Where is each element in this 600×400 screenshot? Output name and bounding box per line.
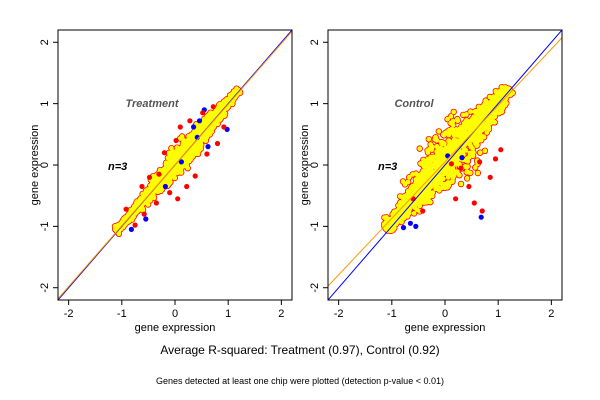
treatment-outlier-point: [173, 137, 179, 144]
treatment-cloud-point: [236, 88, 242, 93]
treatment-cloud-point: [204, 114, 210, 120]
treatment-outlier-point: [196, 118, 203, 124]
treatment-cloud-point: [141, 193, 147, 199]
treatment-cloud-point: [167, 175, 172, 181]
control-cloud-point: [464, 176, 470, 181]
treatment-y-axis-label: gene expression: [29, 125, 41, 206]
treatment-outlier-point: [141, 211, 147, 217]
treatment-cloud-point: [212, 109, 218, 115]
treatment-cloud-point: [181, 137, 186, 143]
treatment-cloud-point: [198, 129, 204, 134]
treatment-scatter-panel: -2 -1 0 1 2 -2 -1 0 1 2 Treatment n=3 gene expre…: [29, 29, 293, 334]
treatment-cloud-point: [168, 179, 173, 185]
control-cloud-point: [492, 119, 498, 125]
treatment-cloud-point: [174, 145, 180, 151]
treatment-cloud-point: [144, 200, 150, 205]
y-tick-label: 2: [39, 39, 51, 45]
treatment-cloud-point: [190, 154, 196, 160]
treatment-outlier-point: [139, 183, 145, 190]
treatment-outlier-point: [161, 150, 167, 156]
treatment-outlier-point: [132, 222, 138, 228]
treatment-cloud-point: [178, 148, 184, 154]
treatment-cloud-point: [169, 159, 174, 164]
treatment-outlier-point: [177, 124, 183, 130]
treatment-cloud-point: [203, 138, 209, 144]
treatment-cloud-point: [152, 177, 158, 183]
x-tick-label: 2: [278, 308, 284, 320]
x-tick-label: -2: [64, 308, 74, 320]
control-cloud-point: [467, 170, 473, 176]
treatment-cloud-point: [178, 170, 184, 175]
treatment-cloud-point: [131, 204, 137, 209]
treatment-outlier-point: [184, 183, 190, 190]
treatment-cloud-point: [217, 117, 223, 122]
treatment-outlier-point: [210, 104, 216, 110]
treatment-cloud-point: [170, 170, 176, 176]
treatment-cloud-point: [186, 133, 192, 139]
treatment-cloud-point: [179, 165, 184, 171]
treatment-cloud-point: [168, 150, 174, 156]
treatment-cloud-point: [156, 188, 162, 194]
treatment-outlier-point: [153, 200, 159, 206]
treatment-fit-line: [58, 31, 292, 299]
y-tick-label: -2: [39, 283, 51, 293]
treatment-cloud-point: [135, 204, 141, 209]
treatment-cloud-point: [173, 149, 179, 154]
treatment-outlier-point: [204, 151, 210, 157]
treatment-outlier-point: [187, 118, 193, 124]
treatment-x-axis: -2 -1 0 1 2: [64, 300, 284, 320]
y-tick-label: -1: [39, 221, 51, 231]
treatment-outlier-point: [143, 216, 149, 222]
x-tick-label: 0: [172, 308, 178, 320]
treatment-cloud-point: [195, 123, 201, 129]
treatment-cloud-point: [173, 156, 179, 162]
treatment-outlier-point: [162, 183, 168, 190]
treatment-outlier-point: [128, 226, 134, 232]
treatment-outlier-point: [123, 206, 129, 212]
y-tick-label: 0: [39, 162, 51, 168]
treatment-reference-lines: [58, 30, 292, 300]
control-cloud-point: [436, 129, 442, 134]
control-cloud-point: [417, 146, 423, 152]
treatment-cloud-point: [193, 145, 199, 151]
treatment-outlier-point: [221, 124, 227, 130]
x-tick-label: 1: [225, 308, 231, 320]
treatment-cloud-point: [169, 145, 174, 151]
treatment-outlier-point: [175, 196, 181, 202]
treatment-outlier-point: [146, 174, 153, 180]
treatment-outlier-points: [123, 104, 230, 232]
treatment-sample-count: n=3: [108, 161, 127, 173]
treatment-cloud-point: [144, 190, 150, 196]
treatment-cloud-point: [200, 135, 205, 141]
control-cloud-point: [445, 116, 450, 122]
control-cloud-point: [475, 170, 481, 176]
control-cloud-point: [452, 137, 458, 143]
treatment-outlier-point: [192, 173, 198, 179]
treatment-outlier-point: [156, 171, 162, 177]
control-cloud-point: [460, 112, 466, 118]
treatment-outlier-point: [178, 159, 184, 165]
y-tick-label: 1: [39, 101, 51, 107]
treatment-cloud-point: [209, 113, 215, 119]
treatment-y-axis: -2 -1 0 1 2: [39, 39, 58, 293]
treatment-cloud-point: [185, 165, 191, 171]
control-cloud-point: [421, 157, 426, 163]
treatment-cloud-point: [163, 165, 169, 171]
treatment-outlier-point: [205, 144, 211, 150]
treatment-cloud-point: [164, 160, 169, 166]
treatment-outlier-point: [214, 140, 221, 147]
treatment-outlier-point: [167, 190, 173, 196]
treatment-cloud-point: [223, 99, 229, 105]
treatment-cloud-point: [181, 142, 187, 148]
treatment-panel-title: Treatment: [126, 98, 180, 110]
treatment-outlier-point: [200, 110, 206, 116]
treatment-outlier-point: [191, 124, 197, 130]
control-cloud-point: [458, 181, 464, 187]
x-tick-label: -1: [117, 308, 127, 320]
treatment-x-axis-label: gene expression: [135, 322, 216, 334]
